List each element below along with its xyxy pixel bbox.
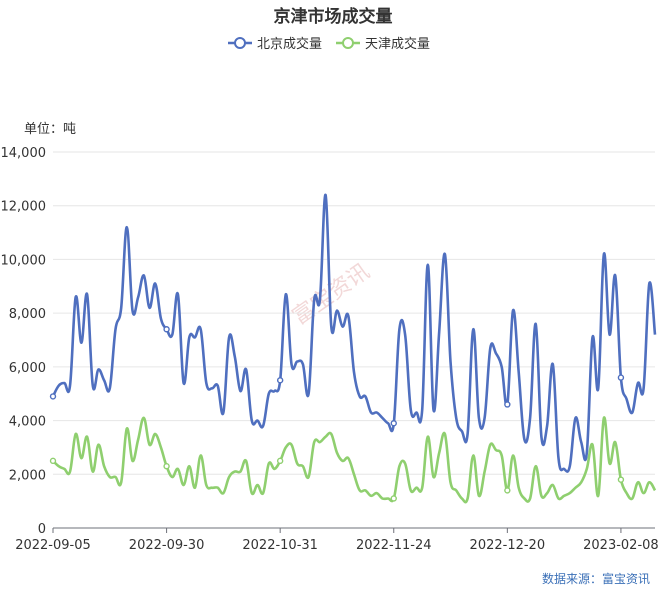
- series-point[interactable]: [390, 495, 397, 502]
- legend-label: 天津成交量: [365, 36, 430, 52]
- series-point[interactable]: [49, 457, 57, 465]
- x-tick-label: 2022-12-20: [470, 538, 546, 553]
- y-tick-label: 14,000: [1, 146, 47, 161]
- x-tick-label: 2022-10-31: [242, 538, 318, 553]
- x-axis: 2022-09-05 2022-09-30 2022-10-31 2022-11-24…: [15, 527, 659, 553]
- legend-label: 北京成交量: [257, 36, 322, 52]
- legend-item-1[interactable]: 天津成交量: [336, 36, 430, 52]
- data-source: 数据来源：富宝资讯: [542, 571, 650, 586]
- chart-title: 京津市场成交量: [274, 6, 393, 27]
- series-point[interactable]: [276, 457, 284, 465]
- legend[interactable]: 北京成交量 天津成交量: [228, 36, 430, 52]
- x-tick-label: 2022-09-05: [15, 538, 91, 553]
- series-point[interactable]: [163, 463, 170, 470]
- series-layer: [49, 193, 657, 504]
- legend-marker-icon: [234, 37, 246, 49]
- series-line-1: [52, 416, 657, 504]
- y-tick-label: 0: [38, 522, 46, 537]
- series-point[interactable]: [276, 377, 284, 384]
- y-tick-label: 6,000: [9, 361, 46, 376]
- series-point[interactable]: [504, 401, 511, 408]
- grid: [53, 151, 655, 475]
- y-tick-label: 10,000: [1, 253, 47, 268]
- series-point[interactable]: [163, 326, 170, 333]
- series-point[interactable]: [390, 420, 397, 427]
- x-tick-label: 2022-09-30: [129, 538, 205, 553]
- legend-marker-icon: [342, 37, 354, 49]
- series-point[interactable]: [617, 374, 625, 381]
- x-tick-label: 2023-02-08: [583, 538, 659, 553]
- y-tick-label: 4,000: [9, 415, 46, 430]
- x-tick-label: 2022-11-24: [356, 538, 432, 553]
- y-tick-label: 2,000: [9, 468, 46, 483]
- y-unit-label: 单位：吨: [24, 122, 76, 137]
- series-line-0: [51, 193, 657, 473]
- y-tick-label: 12,000: [1, 200, 47, 215]
- y-axis: 0 2,000 4,000 6,000 8,000 10,000 12,000 14,000: [1, 146, 47, 537]
- series-point[interactable]: [504, 487, 511, 494]
- series-point[interactable]: [49, 393, 57, 400]
- legend-item-0[interactable]: 北京成交量: [228, 36, 322, 52]
- y-tick-label: 8,000: [9, 307, 46, 322]
- series-point[interactable]: [617, 476, 625, 483]
